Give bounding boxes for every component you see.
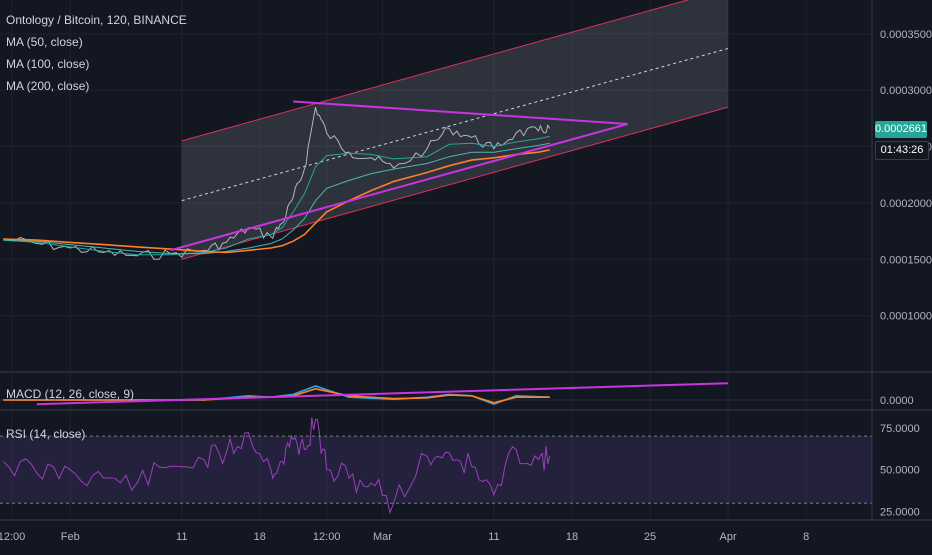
regression-channel (181, 0, 729, 260)
price-tick-label: 0.0002000 (880, 198, 932, 210)
rsi-line (2, 417, 551, 515)
time-tick-label: 11 (176, 531, 187, 543)
channel-fill (181, 0, 729, 260)
price-tick-label: 0.0001500 (880, 254, 932, 266)
price-tick-label: 0.0001000 (880, 311, 932, 323)
time-tick-label: 12:00 (0, 531, 25, 543)
ma100-line (3, 142, 550, 255)
price-series (3, 106, 551, 260)
time-tick-label: 18 (254, 531, 266, 543)
time-tick-label: 8 (803, 531, 809, 543)
time-tick-label: 25 (644, 531, 656, 543)
last-price-tag: 0.0002661 (875, 121, 927, 138)
ascending-trendline (170, 123, 629, 252)
rsi-pane (0, 417, 872, 515)
grid (0, 0, 872, 520)
rsi-band-fill (0, 436, 872, 504)
countdown-tag: 01:43:26 (875, 141, 929, 160)
legend-ma200[interactable]: MA (200, close) (6, 79, 90, 93)
macd-label[interactable]: MACD (12, 26, close, 9) (6, 387, 135, 401)
ma50-line (3, 135, 550, 256)
legend-ma100[interactable]: MA (100, close) (6, 57, 90, 71)
time-tick-label: 11 (488, 531, 499, 543)
price-tick-label: 0.0003500 (880, 29, 932, 41)
trendlines (170, 100, 629, 252)
price-tick-label: 0.0003000 (880, 85, 932, 97)
rsi-label[interactable]: RSI (14, close) (6, 427, 86, 441)
rsi-tick-label: 25.0000 (880, 507, 920, 519)
channel-mid-line (181, 47, 729, 202)
axes: 0.00010000.00015000.00020000.00025000.00… (0, 0, 932, 543)
time-tick-label: 18 (566, 531, 578, 543)
rsi-tick-label: 75.0000 (880, 423, 920, 435)
rsi-tick-label: 50.0000 (880, 465, 920, 477)
descending-trendline (293, 100, 628, 125)
time-tick-label: Apr (720, 531, 737, 543)
channel-upper-line (181, 0, 690, 142)
legend-ma50[interactable]: MA (50, close) (6, 35, 83, 49)
macd-pane (0, 382, 872, 406)
symbol-title[interactable]: Ontology / Bitcoin, 120, BINANCE (6, 13, 187, 27)
macd-tick-label: 0.0000 (880, 395, 914, 407)
price-line (3, 106, 551, 260)
macd-trendline (36, 382, 729, 406)
time-tick-label: Mar (373, 531, 392, 543)
time-tick-label: Feb (61, 531, 80, 543)
ma200-line (3, 149, 550, 254)
time-tick-label: 12:00 (313, 531, 341, 543)
